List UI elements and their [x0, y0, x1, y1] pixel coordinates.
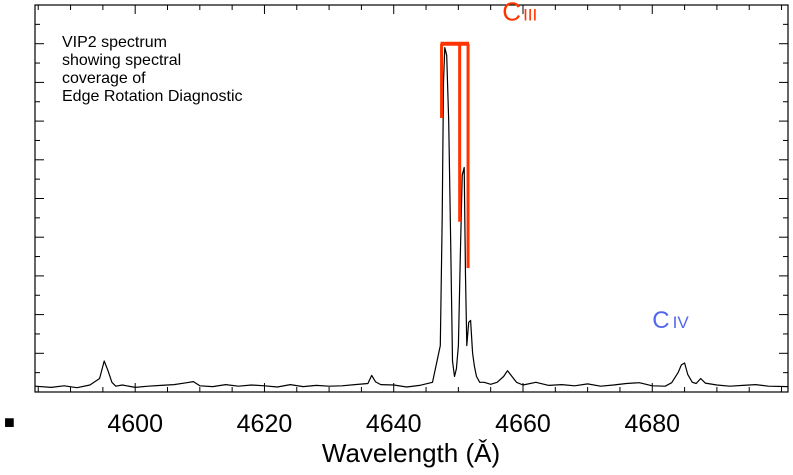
corner-marker: ■ [4, 412, 15, 432]
tick-marks [35, 5, 788, 392]
x-axis-label: Wavelength (Ǎ) [322, 438, 500, 468]
description-line-1: VIP2 spectrum [62, 34, 167, 51]
c3-label-suffix: III [523, 5, 537, 24]
description-line-4: Edge Rotation Diagnostic [62, 88, 243, 105]
description-line-2: showing spectral [62, 52, 181, 69]
x-tick-label-2: 4640 [366, 410, 422, 438]
c4-label: C IV [652, 307, 689, 334]
x-tick-label-1: 4620 [237, 410, 293, 438]
c4-label-suffix: IV [673, 313, 690, 332]
spectrum-series-line [34, 47, 789, 389]
c3-line-markers [440, 41, 470, 269]
c3-label-prefix: C [502, 0, 521, 26]
x-tick-label-0: 4600 [107, 410, 163, 438]
x-tick-labels: 4600 4620 4640 4660 4680 [107, 410, 680, 438]
description-line-3: coverage of [62, 70, 146, 87]
x-tick-label-3: 4660 [495, 410, 551, 438]
c4-label-prefix: C [652, 307, 669, 334]
c3-label: C III [502, 0, 537, 26]
x-tick-label-4: 4680 [624, 410, 680, 438]
